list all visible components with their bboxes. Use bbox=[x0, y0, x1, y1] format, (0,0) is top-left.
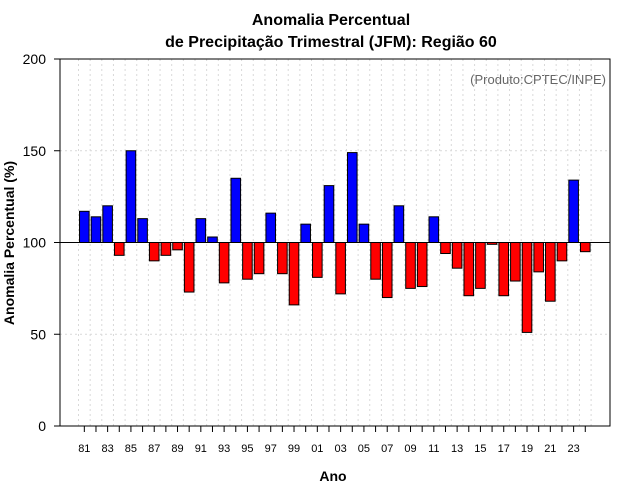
chart-title-line2: de Precipitação Trimestral (JFM): Região… bbox=[165, 34, 497, 51]
bar-1982 bbox=[90, 216, 102, 243]
bar-1985 bbox=[125, 150, 137, 243]
x-tick-label: 93 bbox=[218, 443, 230, 455]
x-axis-label: Ano bbox=[319, 468, 346, 484]
x-tick-label: 21 bbox=[544, 443, 556, 455]
bar-2011 bbox=[428, 216, 440, 243]
y-tick-label: 150 bbox=[23, 143, 47, 159]
bar-2017 bbox=[498, 242, 510, 297]
bar-1987 bbox=[148, 242, 160, 262]
x-tick-label: 85 bbox=[125, 443, 137, 455]
x-tick-label: 87 bbox=[148, 443, 160, 455]
bar-2013 bbox=[451, 242, 463, 269]
y-axis: 0 50 100 150 200 bbox=[23, 51, 60, 434]
bar-2019 bbox=[521, 242, 533, 333]
bar-2018 bbox=[510, 242, 521, 282]
x-tick-label: 07 bbox=[381, 443, 393, 455]
bar-1981 bbox=[79, 210, 90, 243]
bar-2015 bbox=[475, 242, 486, 289]
bar-1989 bbox=[172, 242, 183, 251]
bar-2000 bbox=[300, 223, 311, 243]
bar-2008 bbox=[393, 205, 405, 244]
bar-2001 bbox=[312, 242, 323, 278]
bar-2014 bbox=[463, 242, 475, 297]
bar-2007 bbox=[381, 242, 393, 299]
x-tick-label: 11 bbox=[428, 443, 439, 455]
bar-1999 bbox=[288, 242, 300, 306]
x-tick-label: 83 bbox=[102, 443, 114, 455]
bar-2003 bbox=[335, 242, 346, 295]
bars bbox=[79, 150, 591, 333]
y-tick-label: 0 bbox=[38, 418, 46, 434]
bar-1993 bbox=[218, 242, 230, 284]
bar-2024 bbox=[579, 242, 591, 253]
bar-2022 bbox=[556, 242, 568, 262]
bar-2012 bbox=[440, 242, 451, 255]
bar-2002 bbox=[323, 185, 335, 244]
x-tick-label: 15 bbox=[474, 443, 486, 455]
chart-title-line1: Anomalia Percentual bbox=[252, 12, 410, 29]
x-tick-label: 89 bbox=[171, 443, 183, 455]
bar-1990 bbox=[183, 242, 195, 293]
bar-2005 bbox=[358, 223, 370, 243]
bar-1983 bbox=[102, 205, 113, 244]
x-tick-label: 13 bbox=[451, 443, 463, 455]
x-tick-label: 91 bbox=[195, 443, 207, 455]
bar-1994 bbox=[230, 177, 242, 243]
credit-label: (Produto:CPTEC/INPE) bbox=[470, 72, 606, 87]
bar-1995 bbox=[242, 242, 253, 280]
bar-1997 bbox=[265, 212, 277, 243]
x-tick-label: 05 bbox=[358, 443, 370, 455]
bar-1996 bbox=[253, 242, 265, 275]
y-tick-label: 200 bbox=[23, 51, 47, 67]
bar-2010 bbox=[416, 242, 428, 288]
bar-2006 bbox=[370, 242, 381, 280]
y-tick-label: 50 bbox=[30, 326, 46, 342]
bar-1998 bbox=[277, 242, 288, 275]
x-tick-label: 97 bbox=[265, 443, 277, 455]
bar-2023 bbox=[568, 179, 579, 243]
y-tick-label: 100 bbox=[23, 235, 47, 251]
x-tick-label: 03 bbox=[335, 443, 347, 455]
bar-1984 bbox=[113, 242, 125, 256]
bar-1991 bbox=[195, 218, 207, 244]
x-tick-label: 17 bbox=[498, 443, 510, 455]
y-axis-label: Anomalia Percentual (%) bbox=[1, 161, 17, 325]
bar-2004 bbox=[346, 152, 358, 244]
x-tick-label: 81 bbox=[78, 443, 90, 455]
x-tick-label: 95 bbox=[241, 443, 253, 455]
x-axis: 81 83 85 87 89 91 93 95 97 99 01 03 05 07 09 11 13 15 17 19… bbox=[78, 426, 586, 455]
x-tick-label: 19 bbox=[521, 443, 533, 455]
x-tick-label: 23 bbox=[568, 443, 580, 455]
x-tick-label: 01 bbox=[311, 443, 323, 455]
grid bbox=[60, 59, 610, 426]
bar-2020 bbox=[533, 242, 544, 273]
x-tick-label: 09 bbox=[404, 443, 416, 455]
bar-1992 bbox=[207, 236, 218, 243]
x-tick-label: 99 bbox=[288, 443, 300, 455]
bar-1986 bbox=[137, 218, 148, 244]
bar-1988 bbox=[160, 242, 172, 256]
bar-2021 bbox=[545, 242, 556, 302]
bar-2009 bbox=[405, 242, 416, 289]
